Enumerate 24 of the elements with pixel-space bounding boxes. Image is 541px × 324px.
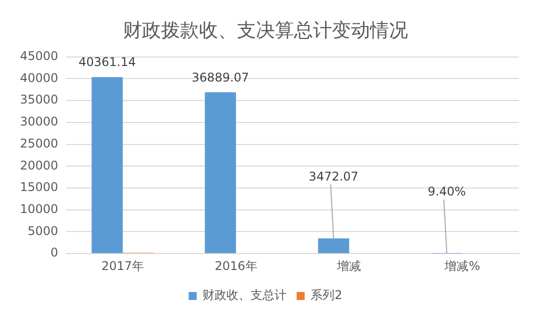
y-tick-label: 35000 <box>20 92 58 107</box>
x-tick-label: 增减% <box>444 258 480 273</box>
bar <box>92 77 123 254</box>
data-label: 9.40% <box>428 184 466 199</box>
chart-title: 财政拨款收、支决算总计变动情况 <box>123 19 408 42</box>
y-tick-label: 0 <box>50 246 58 260</box>
data-label: 40361.14 <box>78 55 136 70</box>
y-tick-label: 5000 <box>28 224 58 238</box>
bar <box>318 238 350 254</box>
y-tick-label: 30000 <box>20 114 58 129</box>
data-label: 36889.07 <box>192 70 250 84</box>
y-tick-label: 20000 <box>20 158 58 172</box>
x-tick-label: 增减 <box>336 258 362 273</box>
y-tick-label: 45000 <box>20 48 58 63</box>
y-tick-label: 25000 <box>20 136 58 150</box>
x-tick-label: 2016年 <box>214 258 258 273</box>
legend-label: 财政收、支总计 <box>202 288 287 302</box>
y-tick-label: 40000 <box>20 70 58 85</box>
data-label: 3472.07 <box>308 170 358 184</box>
y-tick-label: 15000 <box>20 180 58 194</box>
bar <box>204 92 236 254</box>
x-tick-label: 2017年 <box>102 258 144 273</box>
legend-label: 系列2 <box>310 288 342 302</box>
y-tick-label: 10000 <box>20 202 58 216</box>
